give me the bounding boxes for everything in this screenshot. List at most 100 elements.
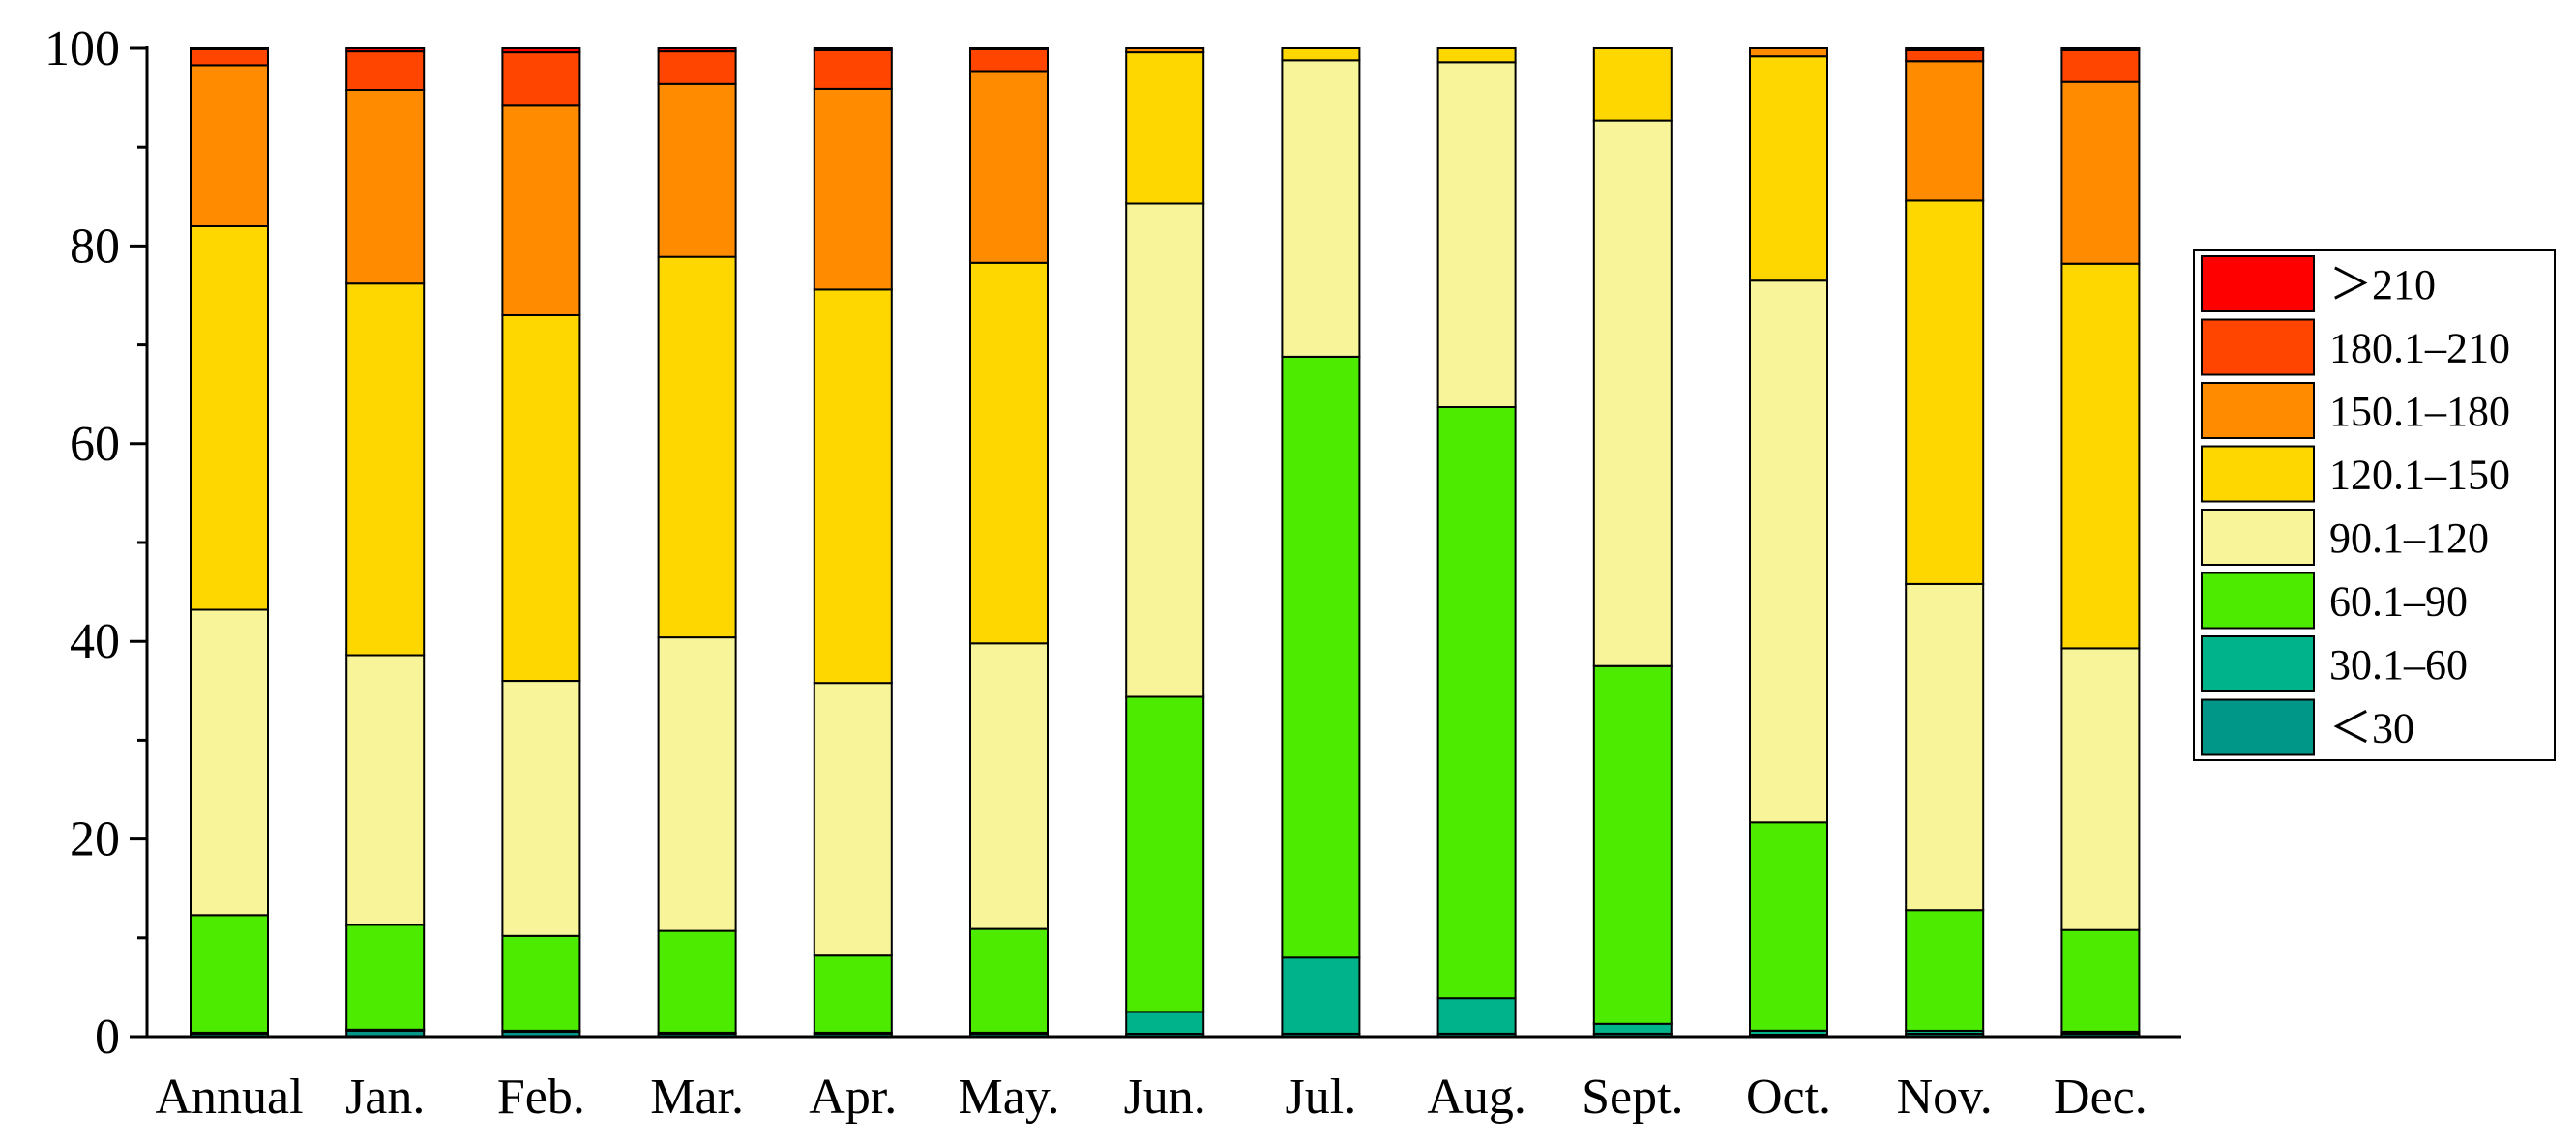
bar-segment-5-4	[969, 261, 1049, 645]
x-tick-label: Mar.	[650, 1070, 744, 1125]
bar-segment-12-7	[2060, 47, 2141, 51]
bar-segment-12-3	[2060, 647, 2141, 931]
x-tick-label: Dec.	[2054, 1070, 2147, 1125]
bar-segment-0-5	[190, 64, 269, 228]
bar-segment-4-5	[813, 87, 893, 291]
bar-segment-8-3	[1436, 61, 1517, 409]
bar-segment-0-4	[190, 225, 269, 611]
legend-label: 90.1–120	[2329, 514, 2489, 562]
bar-segment-12-5	[2060, 80, 2141, 265]
x-tick-label: May.	[959, 1070, 1060, 1125]
bar-segment-3-3	[657, 636, 737, 932]
bar-segment-7-1	[1281, 956, 1361, 1035]
bar-segment-2-5	[501, 104, 581, 316]
bar-segment-1-5	[345, 88, 426, 285]
bar-segment-11-3	[1905, 582, 1985, 912]
bar-segment-4-2	[813, 954, 893, 1034]
legend-swatch	[2201, 509, 2315, 566]
bar-segment-9-4	[1592, 47, 1673, 122]
y-tick-label: 100	[44, 21, 120, 76]
bar-segment-5-6	[969, 48, 1049, 73]
x-tick-label: Aug.	[1427, 1070, 1526, 1125]
x-tick-label: Sept.	[1582, 1070, 1683, 1125]
y-tick-label: 60	[70, 417, 120, 472]
legend-swatch	[2201, 445, 2315, 503]
legend-label: 60.1–90	[2329, 578, 2468, 626]
bar-segment-7-2	[1281, 355, 1361, 959]
x-tick-label: Feb.	[497, 1070, 585, 1125]
bar-segment-2-4	[501, 313, 581, 682]
bar-segment-12-2	[2060, 928, 2141, 1033]
bar-segment-6-2	[1125, 695, 1205, 1013]
y-tick-label: 80	[70, 219, 120, 274]
legend-label: 180.1–210	[2329, 325, 2510, 372]
legend-label: ＜30	[2329, 705, 2414, 752]
bar-segment-4-6	[813, 49, 893, 90]
x-tick-label: Jun.	[1124, 1070, 1206, 1125]
bar-segment-0-7	[190, 47, 269, 50]
axes-group: 0 20 40 60 80 100 Annual Jan. Feb. Mar. Apr. May. Ju…	[44, 21, 2181, 1125]
bar-segment-5-3	[969, 642, 1049, 930]
x-tick-label: Annual	[155, 1070, 303, 1125]
bar-segment-11-5	[1905, 60, 1985, 202]
bar-segment-2-2	[501, 934, 581, 1032]
x-tick-label: Oct.	[1746, 1070, 1831, 1125]
bar-segment-6-3	[1125, 202, 1205, 698]
bar-segment-10-3	[1749, 279, 1828, 824]
bar-segment-8-2	[1436, 406, 1517, 1000]
bar-segment-6-4	[1125, 51, 1205, 205]
bar-segment-7-4	[1281, 47, 1361, 62]
legend-label: 30.1–60	[2329, 641, 2468, 689]
legend-label: ＞210	[2329, 261, 2436, 308]
y-tick-label: 40	[70, 614, 120, 669]
bar-segment-10-2	[1749, 821, 1828, 1032]
bar-segment-2-6	[501, 51, 581, 107]
bar-segment-1-4	[345, 282, 426, 657]
bar-segment-7-3	[1281, 59, 1361, 358]
legend: ＞210 180.1–210 150.1–180 120.1–150 90.1–120 6…	[2193, 249, 2556, 761]
bar-segment-4-4	[813, 288, 893, 685]
bar-segment-2-3	[501, 680, 581, 937]
x-tick-label: Jul.	[1286, 1070, 1357, 1125]
bar-segment-4-7	[813, 47, 893, 51]
bar-segment-5-2	[969, 927, 1049, 1034]
legend-swatch	[2201, 572, 2315, 630]
bar-segment-11-7	[1905, 47, 1985, 51]
x-tick-label: Nov.	[1897, 1070, 1993, 1125]
bars-group	[190, 47, 2141, 1039]
bar-segment-3-7	[657, 47, 737, 53]
y-tick-label: 0	[95, 1010, 120, 1065]
y-tick-label: 20	[70, 812, 120, 867]
bar-segment-10-4	[1749, 55, 1828, 282]
bar-segment-9-2	[1592, 664, 1673, 1025]
bar-segment-12-6	[2060, 49, 2141, 83]
legend-swatch	[2201, 382, 2315, 439]
x-tick-label: Jan.	[345, 1070, 425, 1125]
bar-segment-6-5	[1125, 47, 1205, 54]
legend-swatch	[2201, 318, 2315, 376]
bar-segment-1-6	[345, 50, 426, 91]
bar-segment-5-7	[969, 47, 1049, 50]
bar-segment-3-4	[657, 255, 737, 639]
legend-label: 120.1–150	[2329, 452, 2510, 499]
legend-swatch	[2201, 255, 2315, 312]
bar-segment-5-5	[969, 70, 1049, 264]
bar-segment-3-5	[657, 82, 737, 258]
bar-segment-3-2	[657, 929, 737, 1034]
bar-segment-0-2	[190, 914, 269, 1034]
bar-segment-2-7	[501, 47, 581, 54]
legend-swatch	[2201, 698, 2315, 756]
bar-segment-1-3	[345, 654, 426, 926]
bar-segment-9-3	[1592, 119, 1673, 667]
bar-segment-0-6	[190, 48, 269, 67]
bar-segment-4-3	[813, 682, 893, 957]
bar-segment-8-4	[1436, 47, 1517, 64]
bar-segment-12-4	[2060, 262, 2141, 650]
bar-segment-1-7	[345, 47, 426, 53]
bar-segment-11-6	[1905, 49, 1985, 63]
bar-segment-1-2	[345, 924, 426, 1031]
legend-label: 150.1–180	[2329, 388, 2510, 435]
legend-swatch	[2201, 635, 2315, 692]
bar-segment-9-1	[1592, 1022, 1673, 1035]
